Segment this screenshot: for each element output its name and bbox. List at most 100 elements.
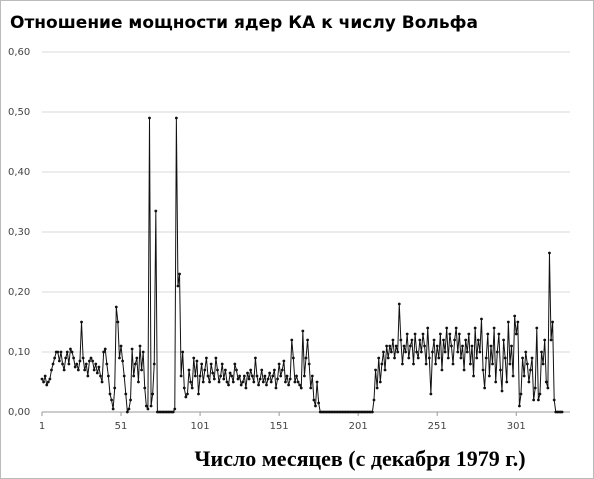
data-point	[394, 344, 398, 348]
data-point	[378, 380, 382, 384]
data-point	[536, 398, 540, 402]
data-point	[295, 374, 298, 378]
data-point	[271, 374, 275, 378]
data-point	[459, 356, 463, 360]
data-point	[222, 377, 226, 381]
data-point	[110, 398, 113, 402]
data-point	[304, 356, 308, 360]
data-point	[484, 356, 488, 360]
data-point	[303, 374, 306, 378]
data-point	[192, 356, 196, 360]
data-point	[388, 344, 392, 348]
data-point	[310, 374, 314, 378]
data-point	[88, 359, 91, 363]
data-point	[450, 344, 453, 348]
data-point	[301, 329, 305, 333]
data-point	[244, 386, 248, 390]
data-point	[173, 407, 177, 411]
data-point	[527, 380, 531, 384]
data-point	[201, 380, 205, 384]
data-point	[43, 374, 47, 378]
data-point	[263, 374, 267, 378]
data-point	[405, 332, 409, 336]
data-point	[415, 350, 419, 354]
data-point	[533, 386, 537, 390]
data-point	[543, 338, 547, 342]
data-point	[189, 380, 192, 384]
data-point	[408, 344, 412, 348]
data-point	[461, 344, 464, 348]
data-point	[141, 350, 145, 354]
data-point	[97, 365, 101, 369]
data-point	[470, 344, 474, 348]
data-point	[307, 362, 311, 366]
data-point	[135, 356, 139, 360]
data-point	[230, 374, 234, 378]
data-point	[214, 356, 218, 360]
data-point	[442, 338, 445, 342]
data-point	[296, 380, 300, 384]
data-point	[130, 347, 134, 351]
data-point	[440, 368, 444, 372]
data-point	[437, 356, 441, 360]
data-point	[198, 374, 202, 378]
data-point	[552, 398, 556, 402]
data-point	[312, 398, 316, 402]
data-point	[190, 386, 194, 390]
data-point	[314, 404, 317, 408]
data-point	[416, 356, 420, 360]
data-point	[412, 362, 415, 366]
data-point	[382, 350, 385, 354]
data-point	[508, 362, 512, 366]
data-point	[116, 320, 120, 324]
data-point	[287, 383, 291, 387]
data-point	[105, 362, 109, 366]
data-point	[206, 374, 210, 378]
data-point	[538, 392, 542, 396]
data-point	[500, 389, 504, 393]
data-point	[174, 116, 178, 120]
data-point	[92, 368, 96, 372]
data-point	[81, 356, 85, 360]
data-point	[457, 332, 461, 336]
data-point	[299, 386, 303, 390]
data-point	[108, 392, 112, 396]
data-point	[231, 380, 235, 384]
data-point	[260, 368, 264, 372]
data-point	[219, 374, 223, 378]
y-tick-label: 0,60	[8, 47, 30, 58]
data-point	[176, 284, 180, 288]
data-point	[514, 332, 518, 336]
data-point	[61, 362, 64, 366]
data-point	[154, 209, 158, 213]
data-point	[435, 344, 439, 348]
data-point	[50, 368, 53, 372]
data-point	[152, 362, 156, 366]
data-point	[233, 362, 237, 366]
data-point	[370, 410, 374, 414]
x-tick-label: 251	[428, 421, 447, 432]
data-point	[391, 338, 395, 342]
data-point	[144, 404, 148, 408]
data-point	[118, 356, 121, 360]
data-point	[407, 356, 411, 360]
data-point	[84, 362, 88, 366]
data-point	[223, 368, 227, 372]
data-point	[102, 350, 106, 354]
x-tick-label: 301	[507, 421, 526, 432]
data-point	[315, 380, 319, 384]
data-point	[73, 365, 77, 369]
data-point	[250, 374, 254, 378]
data-point	[530, 356, 534, 360]
data-point	[65, 350, 69, 354]
data-point	[494, 380, 498, 384]
data-point	[491, 362, 494, 366]
data-point	[236, 377, 240, 381]
data-point	[279, 374, 283, 378]
y-tick-label: 0,30	[8, 227, 30, 238]
data-point	[148, 116, 151, 120]
data-point	[541, 362, 545, 366]
y-tick-label: 0,20	[8, 287, 30, 298]
